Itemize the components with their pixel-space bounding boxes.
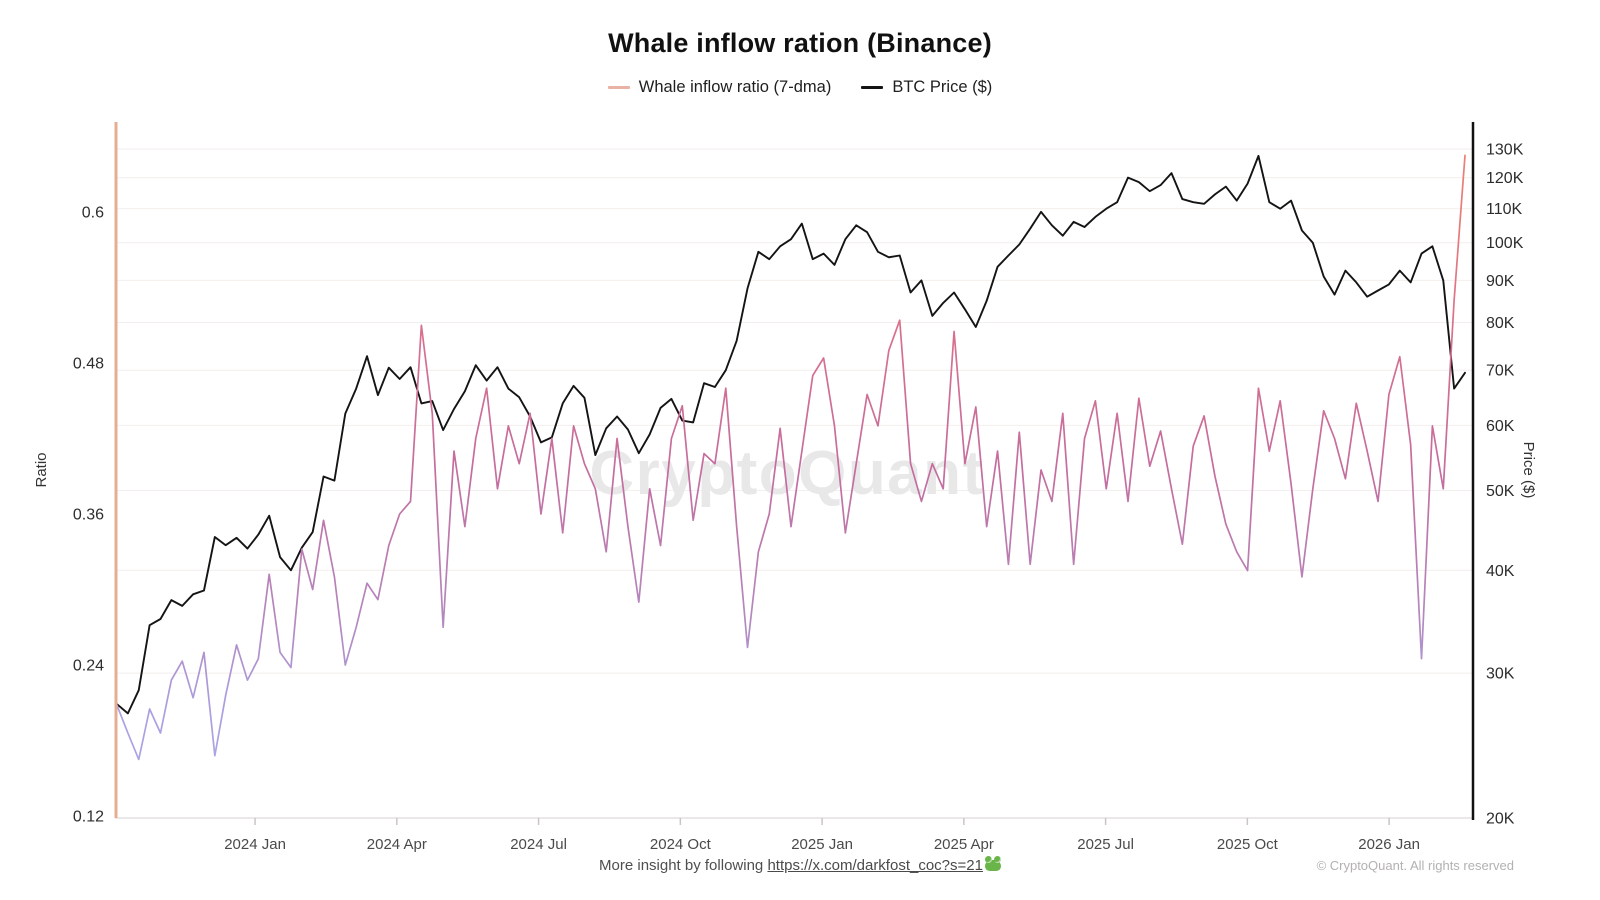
left-axis-title: Ratio bbox=[33, 452, 50, 487]
footer-note: More insight by following https://x.com/… bbox=[0, 856, 1600, 874]
ratio-tick-label: 0.12 bbox=[73, 809, 104, 826]
price-tick-label: 20K bbox=[1486, 811, 1515, 828]
chart-title: Whale inflow ration (Binance) bbox=[608, 28, 992, 58]
price-tick-label: 60K bbox=[1486, 418, 1515, 435]
x-tick-label: 2025 Oct bbox=[1217, 836, 1279, 853]
ratio-tick-label: 0.24 bbox=[73, 658, 104, 675]
copyright-notice: © CryptoQuant. All rights reserved bbox=[1316, 858, 1514, 873]
x-tick-label: 2024 Apr bbox=[367, 836, 427, 853]
x-tick-label: 2025 Jul bbox=[1077, 836, 1134, 853]
ratio-line-swatch-icon bbox=[607, 86, 630, 89]
price-tick-label: 80K bbox=[1486, 315, 1515, 332]
ratio-tick-label: 0.36 bbox=[73, 507, 104, 524]
ratio-tick-label: 0.48 bbox=[73, 356, 104, 373]
x-tick-label: 2025 Jan bbox=[791, 836, 853, 853]
price-tick-label: 120K bbox=[1486, 170, 1524, 187]
price-tick-label: 100K bbox=[1486, 235, 1524, 252]
btc-price-line bbox=[116, 154, 1466, 715]
x-tick-label: 2026 Jan bbox=[1358, 836, 1420, 853]
frog-emoji-icon bbox=[984, 856, 1001, 871]
price-tick-label: 110K bbox=[1486, 201, 1523, 218]
legend-item-ratio: Whale inflow ratio (7-dma) bbox=[607, 78, 832, 97]
x-tick-label: 2025 Apr bbox=[934, 836, 994, 853]
legend-label-price: BTC Price ($) bbox=[892, 78, 993, 96]
legend-label-ratio: Whale inflow ratio (7-dma) bbox=[638, 78, 832, 96]
legend: Whale inflow ratio (7-dma) BTC Price ($) bbox=[0, 78, 1600, 97]
price-tick-label: 70K bbox=[1486, 363, 1515, 380]
price-line-swatch-icon bbox=[861, 86, 884, 89]
x-tick-label: 2024 Jan bbox=[224, 836, 286, 853]
price-tick-label: 40K bbox=[1486, 563, 1515, 580]
price-tick-label: 30K bbox=[1486, 666, 1515, 683]
whale-inflow-ratio-line bbox=[116, 154, 1466, 761]
x-tick-label: 2024 Jul bbox=[510, 836, 567, 853]
price-tick-label: 50K bbox=[1486, 483, 1515, 500]
footer-link[interactable]: https://x.com/darkfost_coc?s=21 bbox=[767, 857, 983, 874]
cryptoquant-watermark: CryptoQuant bbox=[589, 439, 984, 508]
footer-note-text: More insight by following bbox=[599, 857, 768, 874]
right-axis-title: Price ($) bbox=[1520, 442, 1537, 499]
x-tick-label: 2024 Oct bbox=[650, 836, 712, 853]
price-tick-label: 90K bbox=[1486, 273, 1515, 290]
legend-item-price: BTC Price ($) bbox=[861, 78, 992, 97]
ratio-tick-label: 0.6 bbox=[82, 205, 104, 222]
price-tick-label: 130K bbox=[1486, 141, 1524, 158]
